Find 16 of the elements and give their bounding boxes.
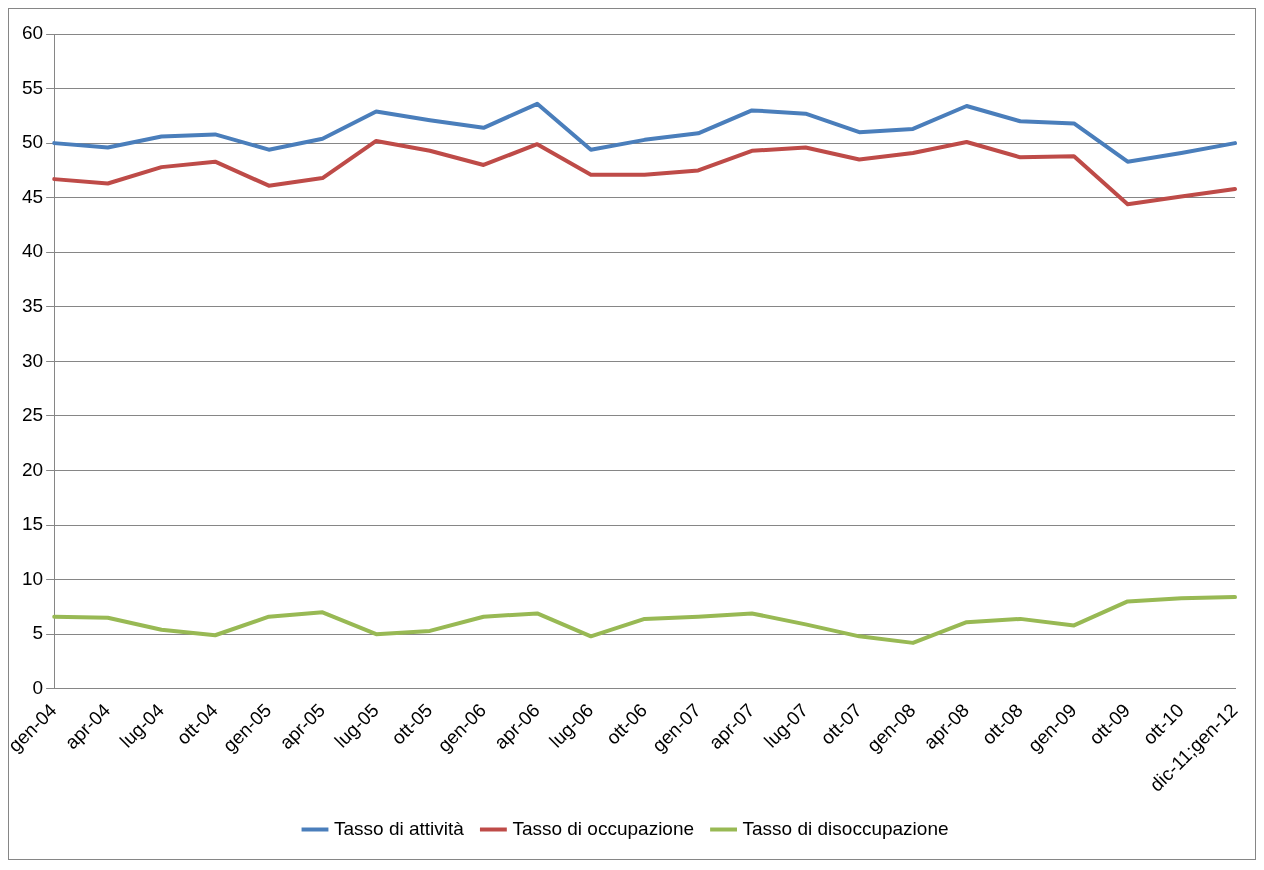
y-tick-label: 20 bbox=[21, 458, 44, 480]
legend-label: Tasso di occupazione bbox=[512, 817, 695, 839]
y-tick-label: 25 bbox=[21, 404, 44, 426]
y-tick-label: 10 bbox=[21, 567, 44, 589]
y-tick-label: 40 bbox=[21, 240, 44, 262]
y-tick-label: 5 bbox=[32, 622, 44, 644]
y-tick-label: 30 bbox=[21, 349, 44, 371]
legend-label: Tasso di attività bbox=[333, 817, 465, 839]
y-tick-label: 45 bbox=[21, 185, 44, 207]
y-tick-label: 50 bbox=[21, 131, 44, 153]
y-tick-label: 55 bbox=[21, 76, 44, 98]
y-tick-label: 0 bbox=[32, 676, 44, 698]
y-tick-label: 60 bbox=[21, 22, 44, 44]
legend-label: Tasso di disoccupazione bbox=[742, 817, 949, 839]
y-tick-label: 35 bbox=[21, 295, 44, 317]
y-tick-label: 15 bbox=[21, 513, 44, 535]
